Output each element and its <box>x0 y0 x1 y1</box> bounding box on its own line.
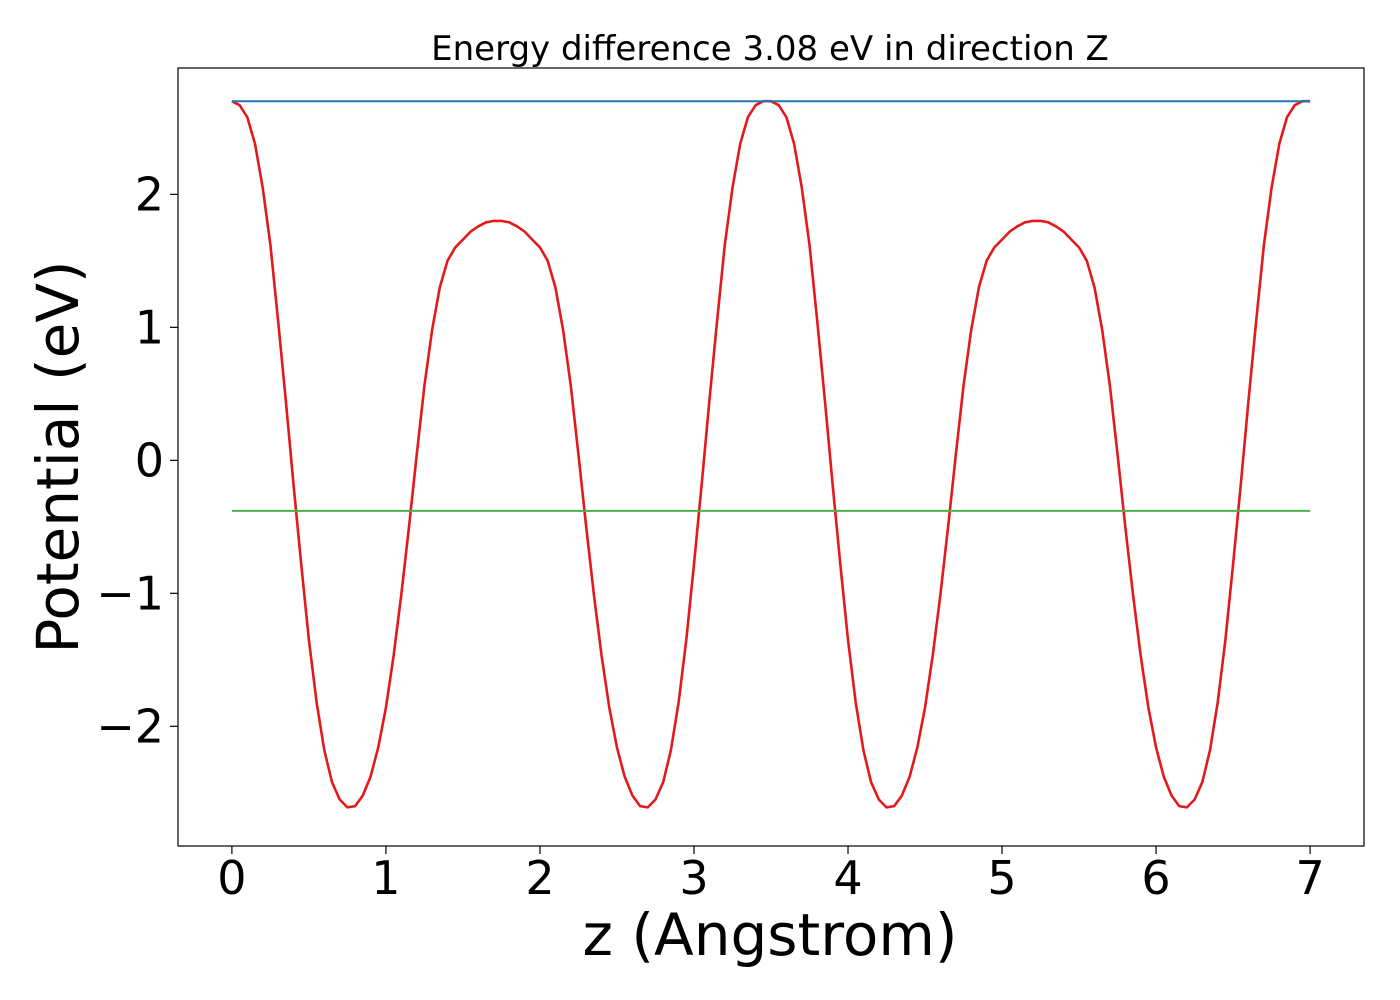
x-tick-label: 0 <box>217 851 246 905</box>
plot-area <box>177 67 1365 847</box>
x-tick-label: 2 <box>525 851 554 905</box>
y-tick-label: −1 <box>96 566 164 620</box>
x-axis: 0 1 2 3 4 5 6 7 <box>217 846 1325 905</box>
x-tick-label: 6 <box>1141 851 1170 905</box>
y-axis: 2 1 0 −1 −2 <box>96 167 178 753</box>
x-tick-label: 7 <box>1295 851 1324 905</box>
series-layer <box>231 99 1311 809</box>
x-axis-label: z (Angstrom) <box>583 901 958 969</box>
y-tick-label: 2 <box>135 167 164 221</box>
y-tick-label: 1 <box>135 300 164 354</box>
y-axis-label: Potential (eV) <box>24 260 92 653</box>
x-tick-label: 3 <box>679 851 708 905</box>
y-tick-label: 0 <box>135 433 164 487</box>
x-tick-label: 5 <box>987 851 1016 905</box>
x-tick-label: 1 <box>371 851 400 905</box>
chart-title: Energy difference 3.08 eV in direction Z <box>431 29 1109 69</box>
y-tick-label: −2 <box>96 699 164 753</box>
x-tick-label: 4 <box>833 851 862 905</box>
